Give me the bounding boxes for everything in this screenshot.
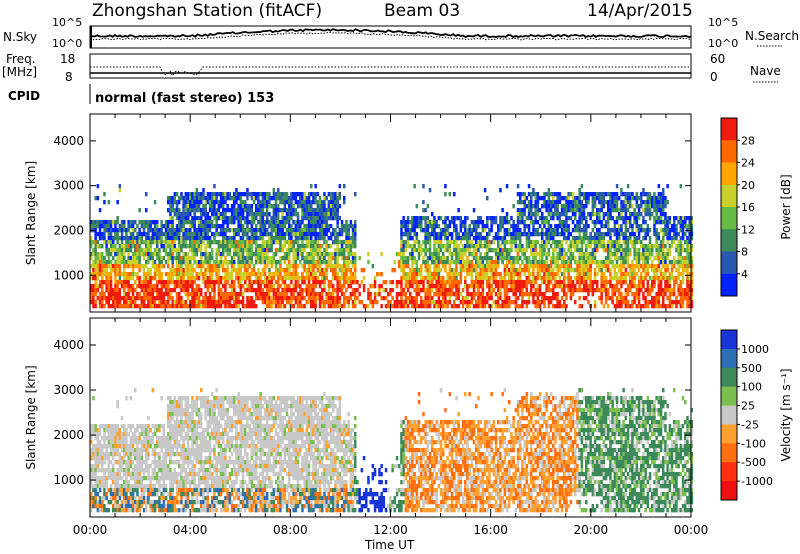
power-panel-ytick-label: 2000 [53, 223, 84, 237]
power-colorbar-swatch [721, 184, 737, 208]
time-tick-label: 20:00 [574, 523, 609, 537]
velocity-colorbar-tick-label: 25 [741, 400, 755, 413]
velocity-colorbar-swatch [721, 348, 737, 369]
velocity-colorbar-swatch [721, 367, 737, 388]
velocity-colorbar-swatch [721, 330, 737, 350]
nsky-tick-low: 10^0 [52, 37, 83, 50]
power-colorbar-swatch [721, 162, 737, 186]
date-label: 14/Apr/2015 [587, 1, 693, 21]
beam-label: Beam 03 [384, 1, 461, 21]
power-panel-ytick-label: 1000 [53, 268, 84, 282]
velocity-colorbar-label: Velocity [m s⁻¹] [779, 368, 793, 461]
velocity-colorbar-tick-label: 1000 [741, 343, 769, 356]
nave-tick-low: 0 [710, 70, 718, 84]
time-axis-label: Time UT [365, 538, 415, 552]
station-title: Zhongshan Station (fitACF) [92, 1, 323, 21]
power-colorbar-swatch [721, 207, 737, 230]
nsearch-tick-high: 10^5 [708, 16, 739, 29]
velocity-colorbar-tick-label: -500 [741, 456, 766, 469]
velocity-heatmap-cells [90, 388, 694, 513]
nsearch-trace [89, 31, 692, 41]
velocity-colorbar-swatch [721, 386, 737, 407]
nave-trace [90, 66, 691, 77]
velocity-colorbar-tick-label: 500 [741, 362, 762, 375]
velocity-panel-ytick-label: 2000 [53, 428, 84, 442]
power-colorbar-tick-label: 20 [741, 179, 755, 192]
power-colorbar-swatch [721, 273, 737, 297]
freq-unit-label: [MHz] [2, 65, 38, 79]
time-tick-label: 12:00 [373, 523, 408, 537]
velocity-colorbar-tick-label: -100 [741, 437, 766, 450]
time-tick-label: 04:00 [173, 523, 208, 537]
freq-label: Freq. [6, 52, 36, 66]
power-colorbar-tick-label: 8 [741, 246, 748, 259]
velocity-panel-ytick-label: 3000 [53, 383, 84, 397]
power-colorbar-swatch [721, 140, 737, 163]
power-colorbar-tick-label: 24 [741, 157, 755, 170]
velocity-colorbar-tick-label: 100 [741, 381, 762, 394]
nsearch-tick-low: 10^0 [708, 37, 739, 50]
velocity-colorbar-tick-label: -25 [741, 418, 759, 431]
freq-panel [89, 53, 692, 79]
cpid-label: CPID [8, 89, 41, 103]
nave-tick-high: 60 [710, 52, 726, 66]
nave-label: Nave [750, 64, 781, 78]
velocity-panel-ytick-label: 4000 [53, 338, 84, 352]
power-colorbar-tick-label: 4 [741, 268, 748, 281]
nsky-label: N.Sky [3, 30, 38, 44]
nsky-tick-high: 10^5 [52, 16, 83, 29]
power-colorbar-swatch [721, 251, 737, 275]
velocity-colorbar-tick-label: -1000 [741, 475, 773, 488]
power-panel-ytick-label: 4000 [53, 134, 84, 148]
power-colorbar-swatch [721, 229, 737, 252]
power-panel-ylabel: Slant Range [km] [24, 161, 38, 265]
velocity-panel-ytick-label: 1000 [53, 473, 84, 487]
velocity-colorbar-swatch [721, 424, 737, 444]
nsearch-label: N.Search [745, 29, 800, 43]
time-tick-label: 00:00 [674, 523, 709, 537]
power-colorbar-label: Power [dB] [779, 174, 793, 239]
power-colorbar-tick-label: 28 [741, 134, 755, 147]
nsky-trace [90, 28, 692, 39]
power-colorbar-swatch [721, 118, 737, 141]
freq-tick-low: 8 [65, 70, 73, 84]
time-tick-label: 00:00 [73, 523, 108, 537]
velocity-colorbar-swatch [721, 462, 737, 482]
time-tick-label: 16:00 [473, 523, 508, 537]
velocity-panel-ylabel: Slant Range [km] [24, 365, 38, 469]
power-colorbar-tick-label: 12 [741, 223, 755, 236]
freq-tick-high: 18 [60, 52, 76, 66]
time-tick-label: 08:00 [273, 523, 308, 537]
velocity-colorbar-frame [720, 329, 738, 501]
velocity-colorbar-swatch [721, 405, 737, 425]
power-panel-ytick-label: 3000 [53, 179, 84, 193]
velocity-colorbar-swatch [721, 481, 737, 501]
power-colorbar-tick-label: 16 [741, 201, 755, 214]
power-heatmap-cells [90, 184, 694, 309]
cpid-text: normal (fast stereo) 153 [95, 91, 275, 106]
velocity-colorbar-swatch [721, 443, 737, 463]
